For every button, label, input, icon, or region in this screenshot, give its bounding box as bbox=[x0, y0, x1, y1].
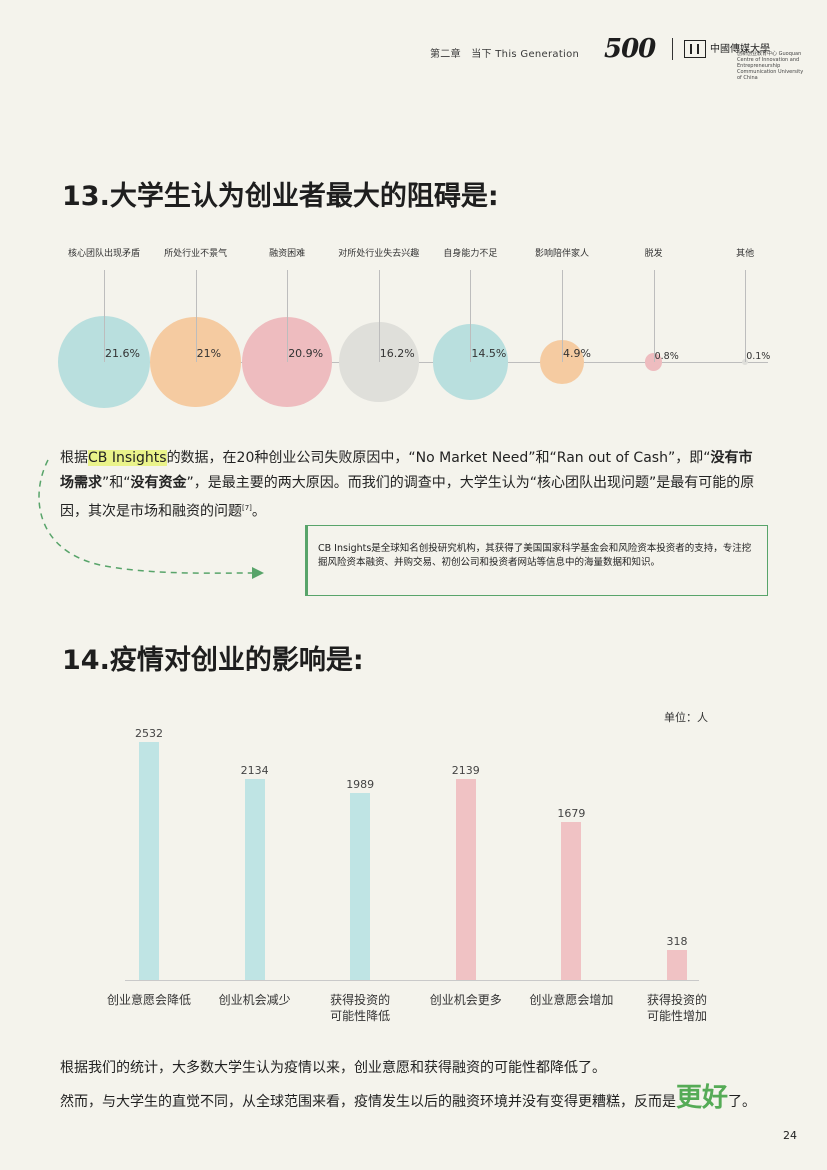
bar-value-label: 1989 bbox=[346, 778, 375, 792]
bubble-value: 16.2% bbox=[379, 347, 415, 360]
cb-insights-paragraph: 根据CB Insights的数据，在20种创业公司失败原因中，“No Marke… bbox=[60, 450, 755, 520]
bar bbox=[139, 742, 159, 980]
bubble-label: 所处行业不景气 bbox=[164, 249, 228, 259]
page-number: 24 bbox=[783, 1129, 797, 1142]
bubble-label: 融资困难 bbox=[269, 249, 306, 259]
bar-category-label: 创业机会更多 bbox=[429, 993, 502, 1007]
bar-category-label: 创业意愿会降低 bbox=[106, 993, 191, 1007]
bubble-leader-line bbox=[745, 270, 747, 362]
logo-divider bbox=[672, 38, 673, 60]
bar-value-label: 1679 bbox=[557, 807, 586, 821]
bubble-value: 21.6% bbox=[105, 347, 140, 360]
citation-ref: [7] bbox=[242, 504, 252, 512]
bar-category-label: 获得投资的 可能性增加 bbox=[646, 993, 707, 1023]
section-14-title: 14.疫情对创业的影响是: bbox=[62, 645, 364, 676]
bubble-leader-line bbox=[653, 270, 655, 362]
bar-value-label: 2134 bbox=[240, 764, 269, 778]
bar-chart: 2532 创业意愿会降低 2134 创业机会减少 1989 获得投资的 可能性降低 2139… bbox=[0, 700, 827, 1030]
cb-insights-highlight: CB Insights bbox=[88, 450, 167, 466]
x-axis bbox=[125, 980, 699, 981]
bubble-leader-line bbox=[195, 270, 197, 362]
bubble bbox=[150, 316, 241, 408]
dashed-arrow-icon bbox=[38, 459, 264, 579]
bubble-leader-line bbox=[378, 270, 380, 362]
section-13-title: 13.大学生认为创业者最大的阻碍是: bbox=[62, 181, 499, 212]
bar bbox=[350, 793, 371, 980]
bar-category-label: 获得投资的 可能性降低 bbox=[330, 993, 391, 1023]
bubble bbox=[241, 316, 333, 408]
bubble-chart: 核心团队出现矛盾 21.6% 所处行业不景气 21% 融资困难 20.9% 对所处行业失去兴… bbox=[0, 240, 827, 420]
bar-value-label: 2532 bbox=[135, 727, 163, 740]
bar-category-label: 创业意愿会增加 bbox=[529, 993, 614, 1007]
bubble-leader-line bbox=[470, 270, 472, 362]
bubble-value: 14.5% bbox=[471, 347, 507, 360]
bubble-value: 0.8% bbox=[654, 351, 679, 362]
emphasis-better: 更好 bbox=[676, 1083, 729, 1113]
university-emblem-icon bbox=[684, 40, 706, 58]
bubble-leader-line bbox=[562, 270, 563, 362]
bar-value-label: 318 bbox=[666, 935, 688, 949]
chapter-header: 第二章 当下 This Generation bbox=[430, 49, 580, 60]
bubble bbox=[338, 322, 419, 402]
bubble-value: 4.9% bbox=[563, 347, 591, 360]
bubble-label: 核心团队出现矛盾 bbox=[67, 249, 141, 259]
bar bbox=[244, 779, 265, 980]
bubble-value: 20.9% bbox=[288, 347, 324, 360]
unit-label: 单位：人 bbox=[664, 711, 708, 724]
bubble-leader-line bbox=[287, 270, 289, 362]
bubble-label: 影响陪伴家人 bbox=[534, 249, 590, 259]
bubble-label: 其他 bbox=[736, 249, 755, 259]
cb-insights-note: CB Insights是全球知名创投研究机构，其获得了美国国家科学基金会和风险资… bbox=[305, 525, 768, 596]
bubble-label: 自身能力不足 bbox=[443, 249, 498, 259]
university-logo-subtext: 创新创业教育中心 Guoquan Centre of Innovation an… bbox=[737, 51, 804, 81]
logo-500: 500 bbox=[604, 34, 656, 64]
bar bbox=[667, 950, 687, 980]
bubble-leader-line bbox=[104, 270, 105, 362]
bar bbox=[561, 822, 582, 980]
conclusion-paragraph: 然而，与大学生的直觉不同，从全球范围来看，疫情发生以后的融资环境并没有变得更糟糕… bbox=[60, 1083, 757, 1113]
bar bbox=[455, 778, 476, 980]
bubble bbox=[540, 340, 584, 384]
bar-value-label: 2139 bbox=[451, 763, 480, 777]
bubble-value: 0.1% bbox=[746, 351, 771, 362]
bubble bbox=[644, 353, 663, 371]
bubble-value: 21% bbox=[196, 347, 222, 360]
university-logo-text: 中國傳媒大學 bbox=[710, 44, 770, 55]
bubble-label: 脱发 bbox=[644, 249, 663, 259]
bar-category-label: 创业机会减少 bbox=[218, 993, 291, 1007]
stats-paragraph: 根据我们的统计，大多数大学生认为疫情以来，创业意愿和获得融资的可能性都降低了。 bbox=[60, 1060, 606, 1076]
bubble-label: 对所处行业失去兴趣 bbox=[338, 249, 420, 259]
